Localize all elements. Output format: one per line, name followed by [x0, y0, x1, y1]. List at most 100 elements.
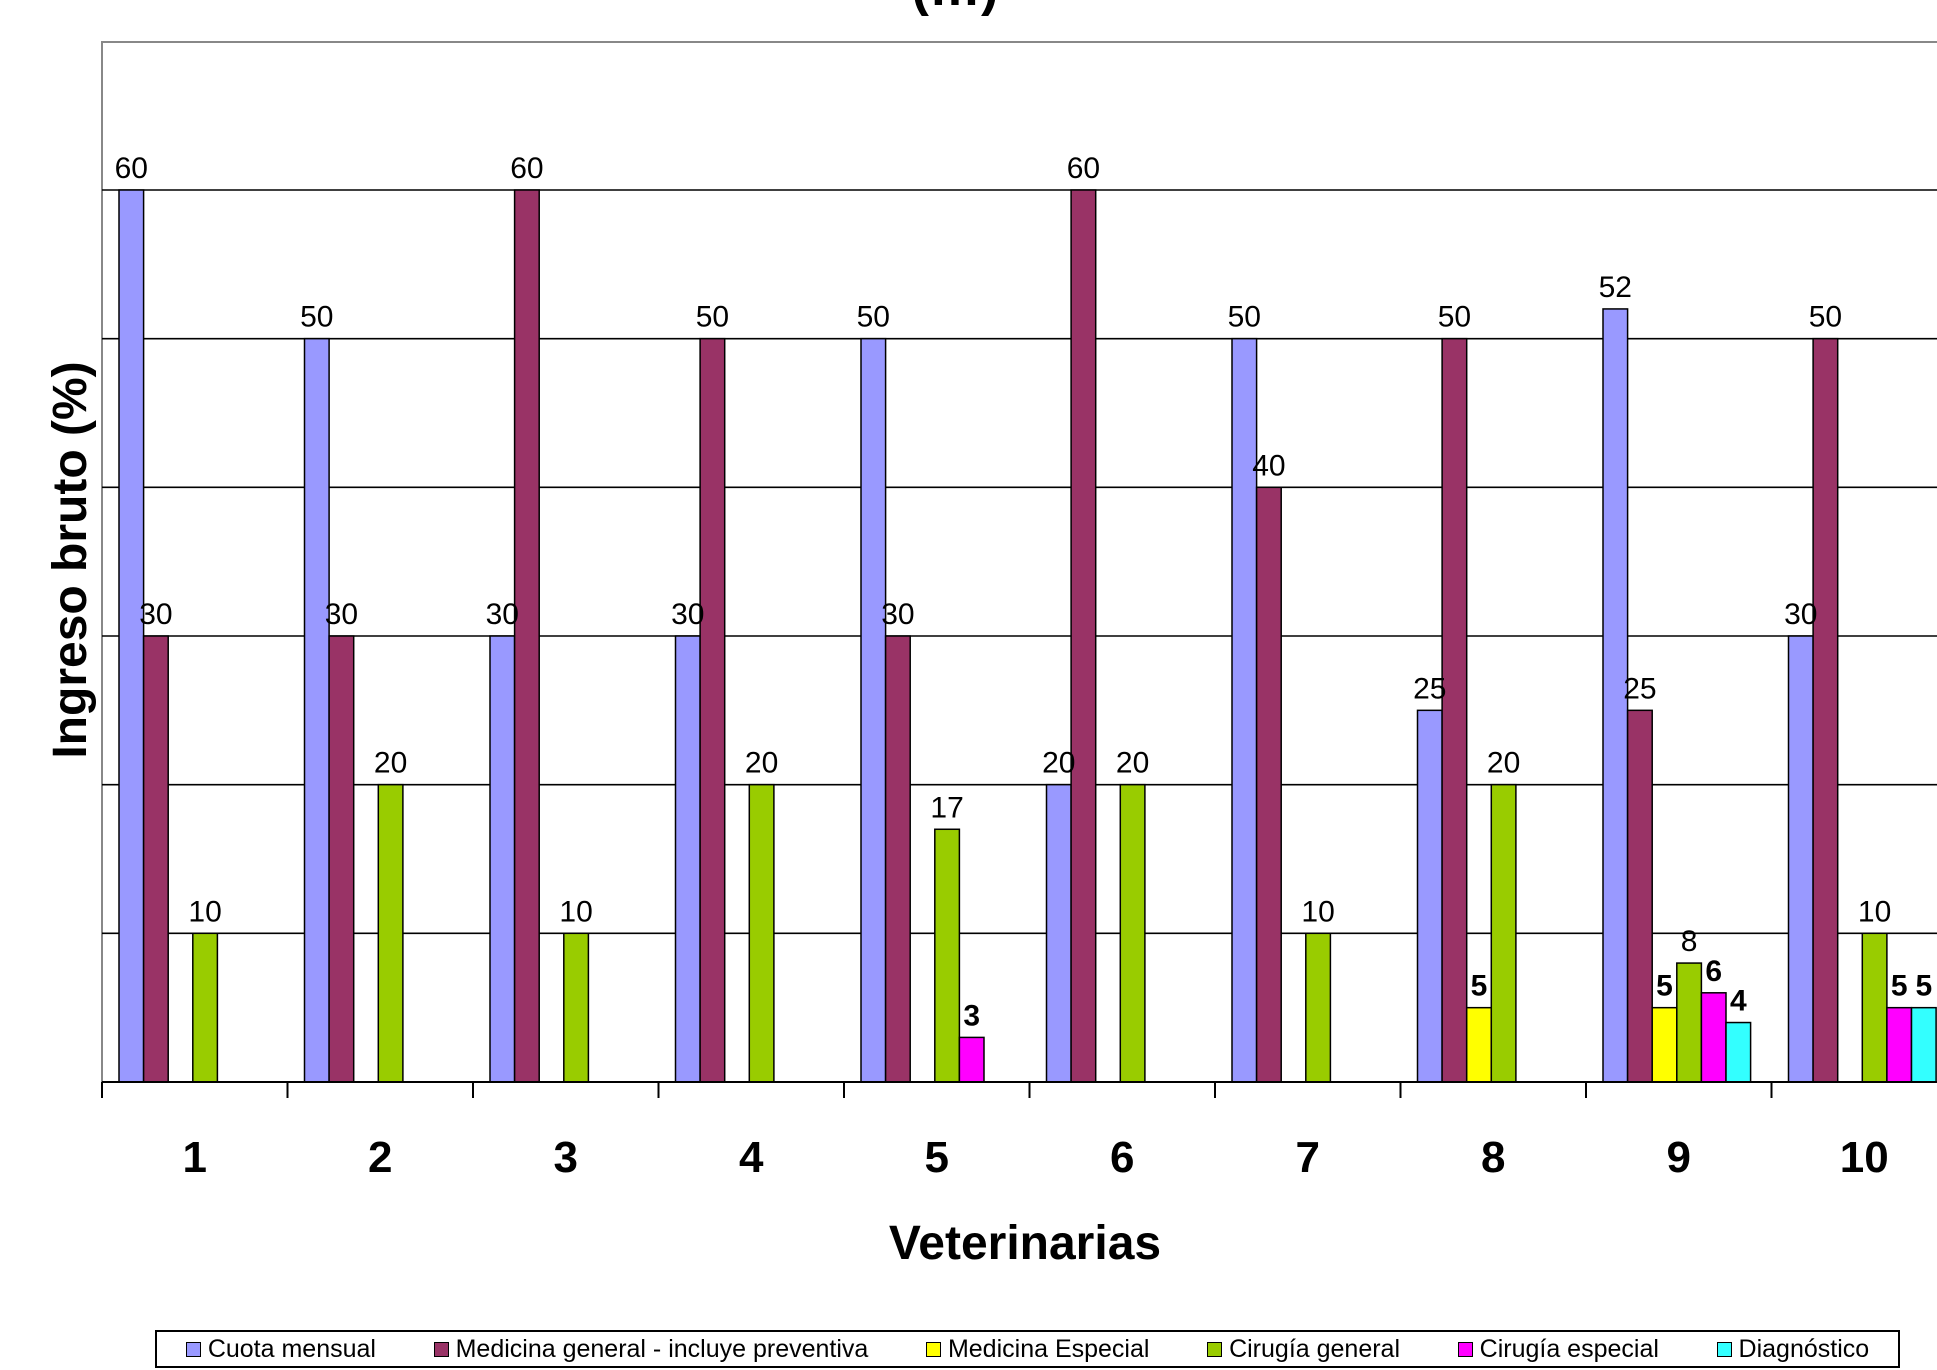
bar — [699, 337, 726, 1083]
legend-item: Medicina general - incluye preventiva — [433, 1334, 869, 1364]
legend-item: Diagnóstico — [1716, 1334, 1870, 1364]
bar — [958, 1036, 985, 1083]
legend-swatch — [433, 1341, 449, 1357]
data-label: 5 — [1656, 970, 1673, 1003]
data-label: 30 — [139, 598, 172, 631]
data-label: 30 — [486, 598, 519, 631]
bar — [1441, 337, 1468, 1083]
bar — [489, 635, 516, 1083]
data-label: 5 — [1471, 970, 1488, 1003]
data-label: 40 — [1252, 449, 1285, 482]
bar — [513, 189, 540, 1083]
legend-label: Medicina Especial — [947, 1334, 1150, 1363]
bar — [934, 828, 961, 1083]
bar — [328, 635, 355, 1083]
bar — [1861, 932, 1888, 1083]
data-label: 50 — [857, 301, 890, 334]
data-label: 20 — [374, 747, 407, 780]
legend-label: Diagnóstico — [1738, 1334, 1870, 1363]
bar — [118, 189, 145, 1083]
legend-item: Medicina Especial — [925, 1334, 1150, 1364]
legend-swatch — [1716, 1341, 1732, 1357]
x-tick-label: 8 — [1481, 1133, 1505, 1182]
legend-label: Cirugía especial — [1479, 1334, 1659, 1363]
legend-label: Medicina general - incluye preventiva — [455, 1334, 869, 1363]
bar — [1255, 486, 1282, 1083]
data-label: 60 — [1067, 152, 1100, 185]
data-label: 6 — [1705, 955, 1722, 988]
x-tick-label: 6 — [1110, 1133, 1134, 1182]
bar — [1626, 709, 1653, 1083]
data-label: 60 — [510, 152, 543, 185]
chart-title: (…) — [912, 0, 999, 17]
bar — [1725, 1021, 1752, 1083]
bar — [674, 635, 701, 1083]
x-axis: 1 2 3 4 5 6 7 8 9 10 — [101, 1081, 1937, 1182]
data-label: 52 — [1599, 271, 1632, 304]
data-label: 4 — [1730, 985, 1747, 1018]
legend-item: Cirugía general — [1207, 1335, 1400, 1364]
bar — [563, 932, 590, 1083]
data-label: 20 — [1042, 747, 1075, 780]
bar — [1676, 962, 1703, 1083]
x-tick-label: 5 — [925, 1133, 949, 1182]
bar — [1119, 783, 1146, 1083]
data-label: 30 — [671, 598, 704, 631]
x-tick-label: 7 — [1296, 1133, 1320, 1182]
bar — [192, 932, 219, 1083]
bars — [118, 189, 1937, 1083]
data-label: 50 — [300, 301, 333, 334]
bar — [884, 635, 911, 1083]
plot-area — [101, 41, 1937, 1083]
bar — [1651, 1006, 1678, 1083]
data-label: 10 — [188, 895, 221, 928]
legend-swatch — [925, 1341, 941, 1357]
x-tick-label: 9 — [1667, 1133, 1691, 1182]
bar — [748, 783, 775, 1083]
x-axis-label: Veterinarias — [889, 1217, 1161, 1270]
legend-label: Cuota mensual — [207, 1334, 376, 1363]
bar — [860, 337, 887, 1083]
data-label: 17 — [930, 791, 963, 824]
y-axis-label: Ingreso bruto (%) — [44, 361, 97, 758]
bar — [1490, 783, 1517, 1083]
data-label: 30 — [1784, 598, 1817, 631]
legend-label: Cirugía general — [1229, 1334, 1401, 1363]
data-label: 30 — [325, 598, 358, 631]
legend-swatch — [185, 1341, 201, 1357]
bar — [1231, 337, 1258, 1083]
data-label: 30 — [881, 598, 914, 631]
bar — [1812, 337, 1839, 1083]
data-label: 5 — [1891, 970, 1908, 1003]
data-label: 20 — [1116, 747, 1149, 780]
legend-item: Cuota mensual — [185, 1334, 376, 1364]
legend-item: Cirugía especial — [1457, 1334, 1659, 1364]
data-label: 20 — [745, 747, 778, 780]
x-tick-label: 4 — [739, 1133, 764, 1182]
data-label: 50 — [1228, 301, 1261, 334]
data-label: 60 — [115, 152, 148, 185]
x-tick-label: 2 — [368, 1133, 392, 1182]
bar — [1465, 1006, 1493, 1083]
data-label: 10 — [559, 895, 592, 928]
data-label: 3 — [963, 999, 980, 1032]
bar — [1416, 709, 1443, 1083]
bar — [142, 635, 169, 1083]
bar — [1910, 1006, 1937, 1083]
data-label: 50 — [696, 301, 729, 334]
bar — [1787, 635, 1814, 1083]
legend-swatch — [1207, 1341, 1223, 1357]
x-tick-label: 1 — [183, 1133, 207, 1182]
bar — [377, 783, 404, 1083]
legend: Cuota mensual Medicina general - incluye … — [155, 1330, 1900, 1368]
data-label: 10 — [1858, 895, 1891, 928]
bar — [303, 337, 330, 1083]
x-tick-label: 3 — [554, 1133, 578, 1182]
data-label: 5 — [1915, 970, 1932, 1003]
bar — [1070, 189, 1097, 1083]
bar — [1305, 932, 1332, 1083]
bar — [1886, 1006, 1913, 1083]
x-tick-label: 10 — [1840, 1133, 1889, 1182]
data-label: 20 — [1487, 747, 1520, 780]
